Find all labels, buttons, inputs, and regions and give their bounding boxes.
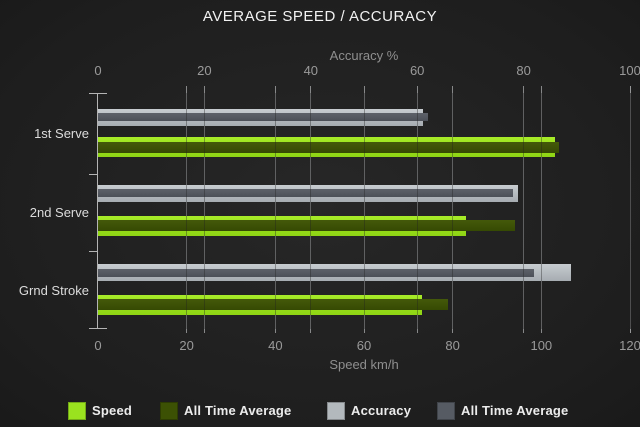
legend-swatch-accuracy-2 xyxy=(327,402,345,420)
bar-speed-alltime-grnd-stroke xyxy=(98,299,449,311)
legend-swatch-all-time-average-3 xyxy=(437,402,455,420)
category-tick-0 xyxy=(89,93,97,94)
bottom-tick-label-0: 0 xyxy=(94,338,102,353)
gridline-overlay-acc-100 xyxy=(629,93,631,329)
bar-accuracy-alltime-grnd-stroke xyxy=(98,268,535,277)
top-tick-label-100: 100 xyxy=(619,63,640,78)
gridline-spd-120 xyxy=(629,86,631,333)
gridline-spd-40 xyxy=(274,86,276,333)
gridline-overlay-spd-60 xyxy=(363,93,365,329)
bar-accuracy-alltime-2nd-serve xyxy=(98,189,513,198)
gridline-acc-40 xyxy=(310,86,312,333)
gridline-overlay-acc-20 xyxy=(203,93,205,329)
gridline-overlay-spd-120 xyxy=(629,93,631,329)
category-label-grnd-stroke: Grnd Stroke xyxy=(18,283,89,298)
top-axis-title: Accuracy % xyxy=(329,48,399,63)
top-tick-label-60: 60 xyxy=(409,63,425,78)
legend-label-speed-0: Speed xyxy=(92,403,133,418)
gridline-spd-20 xyxy=(186,86,188,333)
gridline-overlay-acc-80 xyxy=(523,93,525,329)
bottom-tick-label-20: 20 xyxy=(179,338,194,353)
legend-swatch-all-time-average-1 xyxy=(160,402,178,420)
bottom-tick-label-40: 40 xyxy=(268,338,283,353)
legend-swatch-speed-0 xyxy=(68,402,86,420)
bottom-tick-label-100: 100 xyxy=(530,338,553,353)
gridline-overlay-acc-60 xyxy=(416,93,418,329)
y-axis-serif-top xyxy=(97,93,107,94)
gridline-spd-80 xyxy=(452,86,454,333)
bottom-tick-label-60: 60 xyxy=(356,338,372,353)
bottom-axis-title: Speed km/h xyxy=(329,357,399,372)
legend-label-all-time-average-1: All Time Average xyxy=(184,403,292,418)
gridline-overlay-spd-100 xyxy=(540,93,542,329)
gridline-acc-20 xyxy=(203,86,205,333)
legend-label-all-time-average-3: All Time Average xyxy=(461,403,569,418)
legend-label-accuracy-2: Accuracy xyxy=(351,403,412,418)
gridline-spd-100 xyxy=(540,86,542,333)
bar-accuracy-alltime-1st-serve xyxy=(98,113,428,121)
y-axis-serif-bottom xyxy=(97,328,107,329)
gridline-overlay-spd-20 xyxy=(186,93,188,329)
chart-title: AVERAGE SPEED / ACCURACY xyxy=(202,8,438,25)
top-tick-label-20: 20 xyxy=(197,63,212,78)
category-tick-3 xyxy=(89,328,97,329)
gridline-overlay-spd-40 xyxy=(274,93,276,329)
gridline-acc-60 xyxy=(416,86,418,333)
gridline-spd-60 xyxy=(363,86,365,333)
bar-speed-alltime-2nd-serve xyxy=(98,220,515,232)
category-label-2nd-serve: 2nd Serve xyxy=(29,205,89,220)
category-tick-1 xyxy=(89,174,97,175)
top-tick-label-80: 80 xyxy=(516,63,531,78)
category-tick-2 xyxy=(89,251,97,252)
y-axis-line xyxy=(97,93,98,329)
bar-speed-alltime-1st-serve xyxy=(98,141,560,153)
bottom-tick-label-120: 120 xyxy=(619,338,640,353)
top-tick-label-0: 0 xyxy=(94,63,102,78)
category-label-1st-serve: 1st Serve xyxy=(34,126,89,141)
top-tick-label-40: 40 xyxy=(303,63,319,78)
gridline-acc-80 xyxy=(523,86,525,333)
bottom-tick-label-80: 80 xyxy=(445,338,460,353)
chart-legend: Speed All Time Average Accuracy All Time Av… xyxy=(0,402,640,422)
gridline-overlay-acc-40 xyxy=(310,93,312,329)
gridline-overlay-spd-80 xyxy=(452,93,454,329)
